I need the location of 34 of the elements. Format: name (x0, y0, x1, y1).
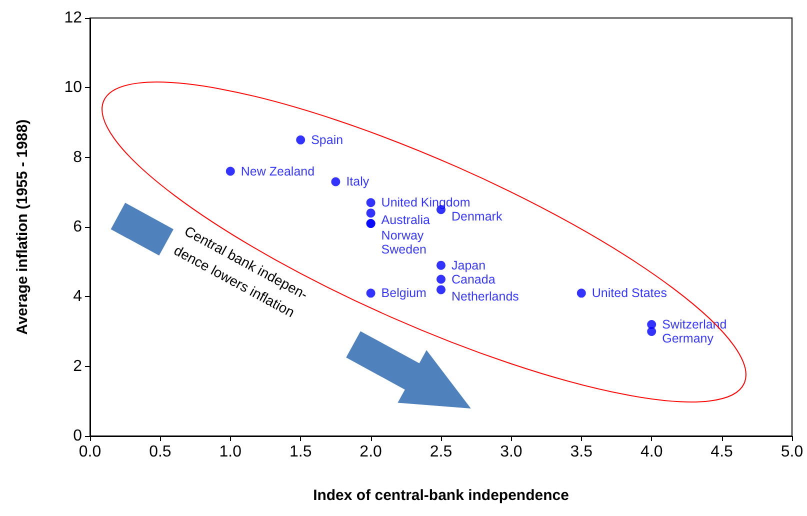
x-tick-label: 3.5 (570, 444, 593, 460)
x-tick-label: 1.5 (289, 444, 312, 460)
x-tick-label: 2.0 (360, 444, 382, 460)
y-tick-label: 12 (64, 10, 82, 26)
y-tick-label: 10 (64, 79, 82, 96)
y-tick-label: 2 (73, 358, 82, 375)
data-label: Germany (662, 332, 714, 346)
data-label: United Kingdom (381, 196, 470, 210)
y-tick-label: 6 (73, 218, 82, 236)
y-tick-label: 8 (73, 148, 82, 166)
data-label: United States (592, 286, 667, 300)
data-label: Australia (381, 213, 430, 228)
y-axis-title: Average inflation (1955 - 1988) (14, 119, 31, 335)
x-tick-label: 5.0 (780, 444, 804, 460)
data-label: Norway (381, 228, 424, 243)
x-tick-label: 4.5 (710, 444, 734, 460)
data-label: New Zealand (240, 164, 315, 178)
data-label: Spain (311, 132, 344, 147)
data-label: Sweden (381, 242, 427, 257)
x-tick-label: 3.0 (500, 444, 522, 460)
x-tick-label: 4.0 (640, 444, 663, 460)
x-tick-label: 0.0 (78, 444, 102, 460)
x-tick-label: 0.5 (149, 444, 172, 460)
x-tick-label: 1.0 (219, 444, 242, 460)
data-label: Denmark (452, 210, 503, 224)
data-label: Netherlands (452, 290, 519, 304)
data-label: Japan (452, 258, 486, 272)
data-label: Canada (452, 272, 496, 286)
data-label: Italy (346, 174, 370, 189)
y-tick-label: 0 (73, 428, 82, 444)
y-tick-label: 4 (73, 288, 82, 306)
data-label: Belgium (381, 286, 426, 300)
x-tick-label: 2.5 (430, 444, 452, 460)
x-axis-title: Index of central-bank independence (313, 487, 569, 504)
